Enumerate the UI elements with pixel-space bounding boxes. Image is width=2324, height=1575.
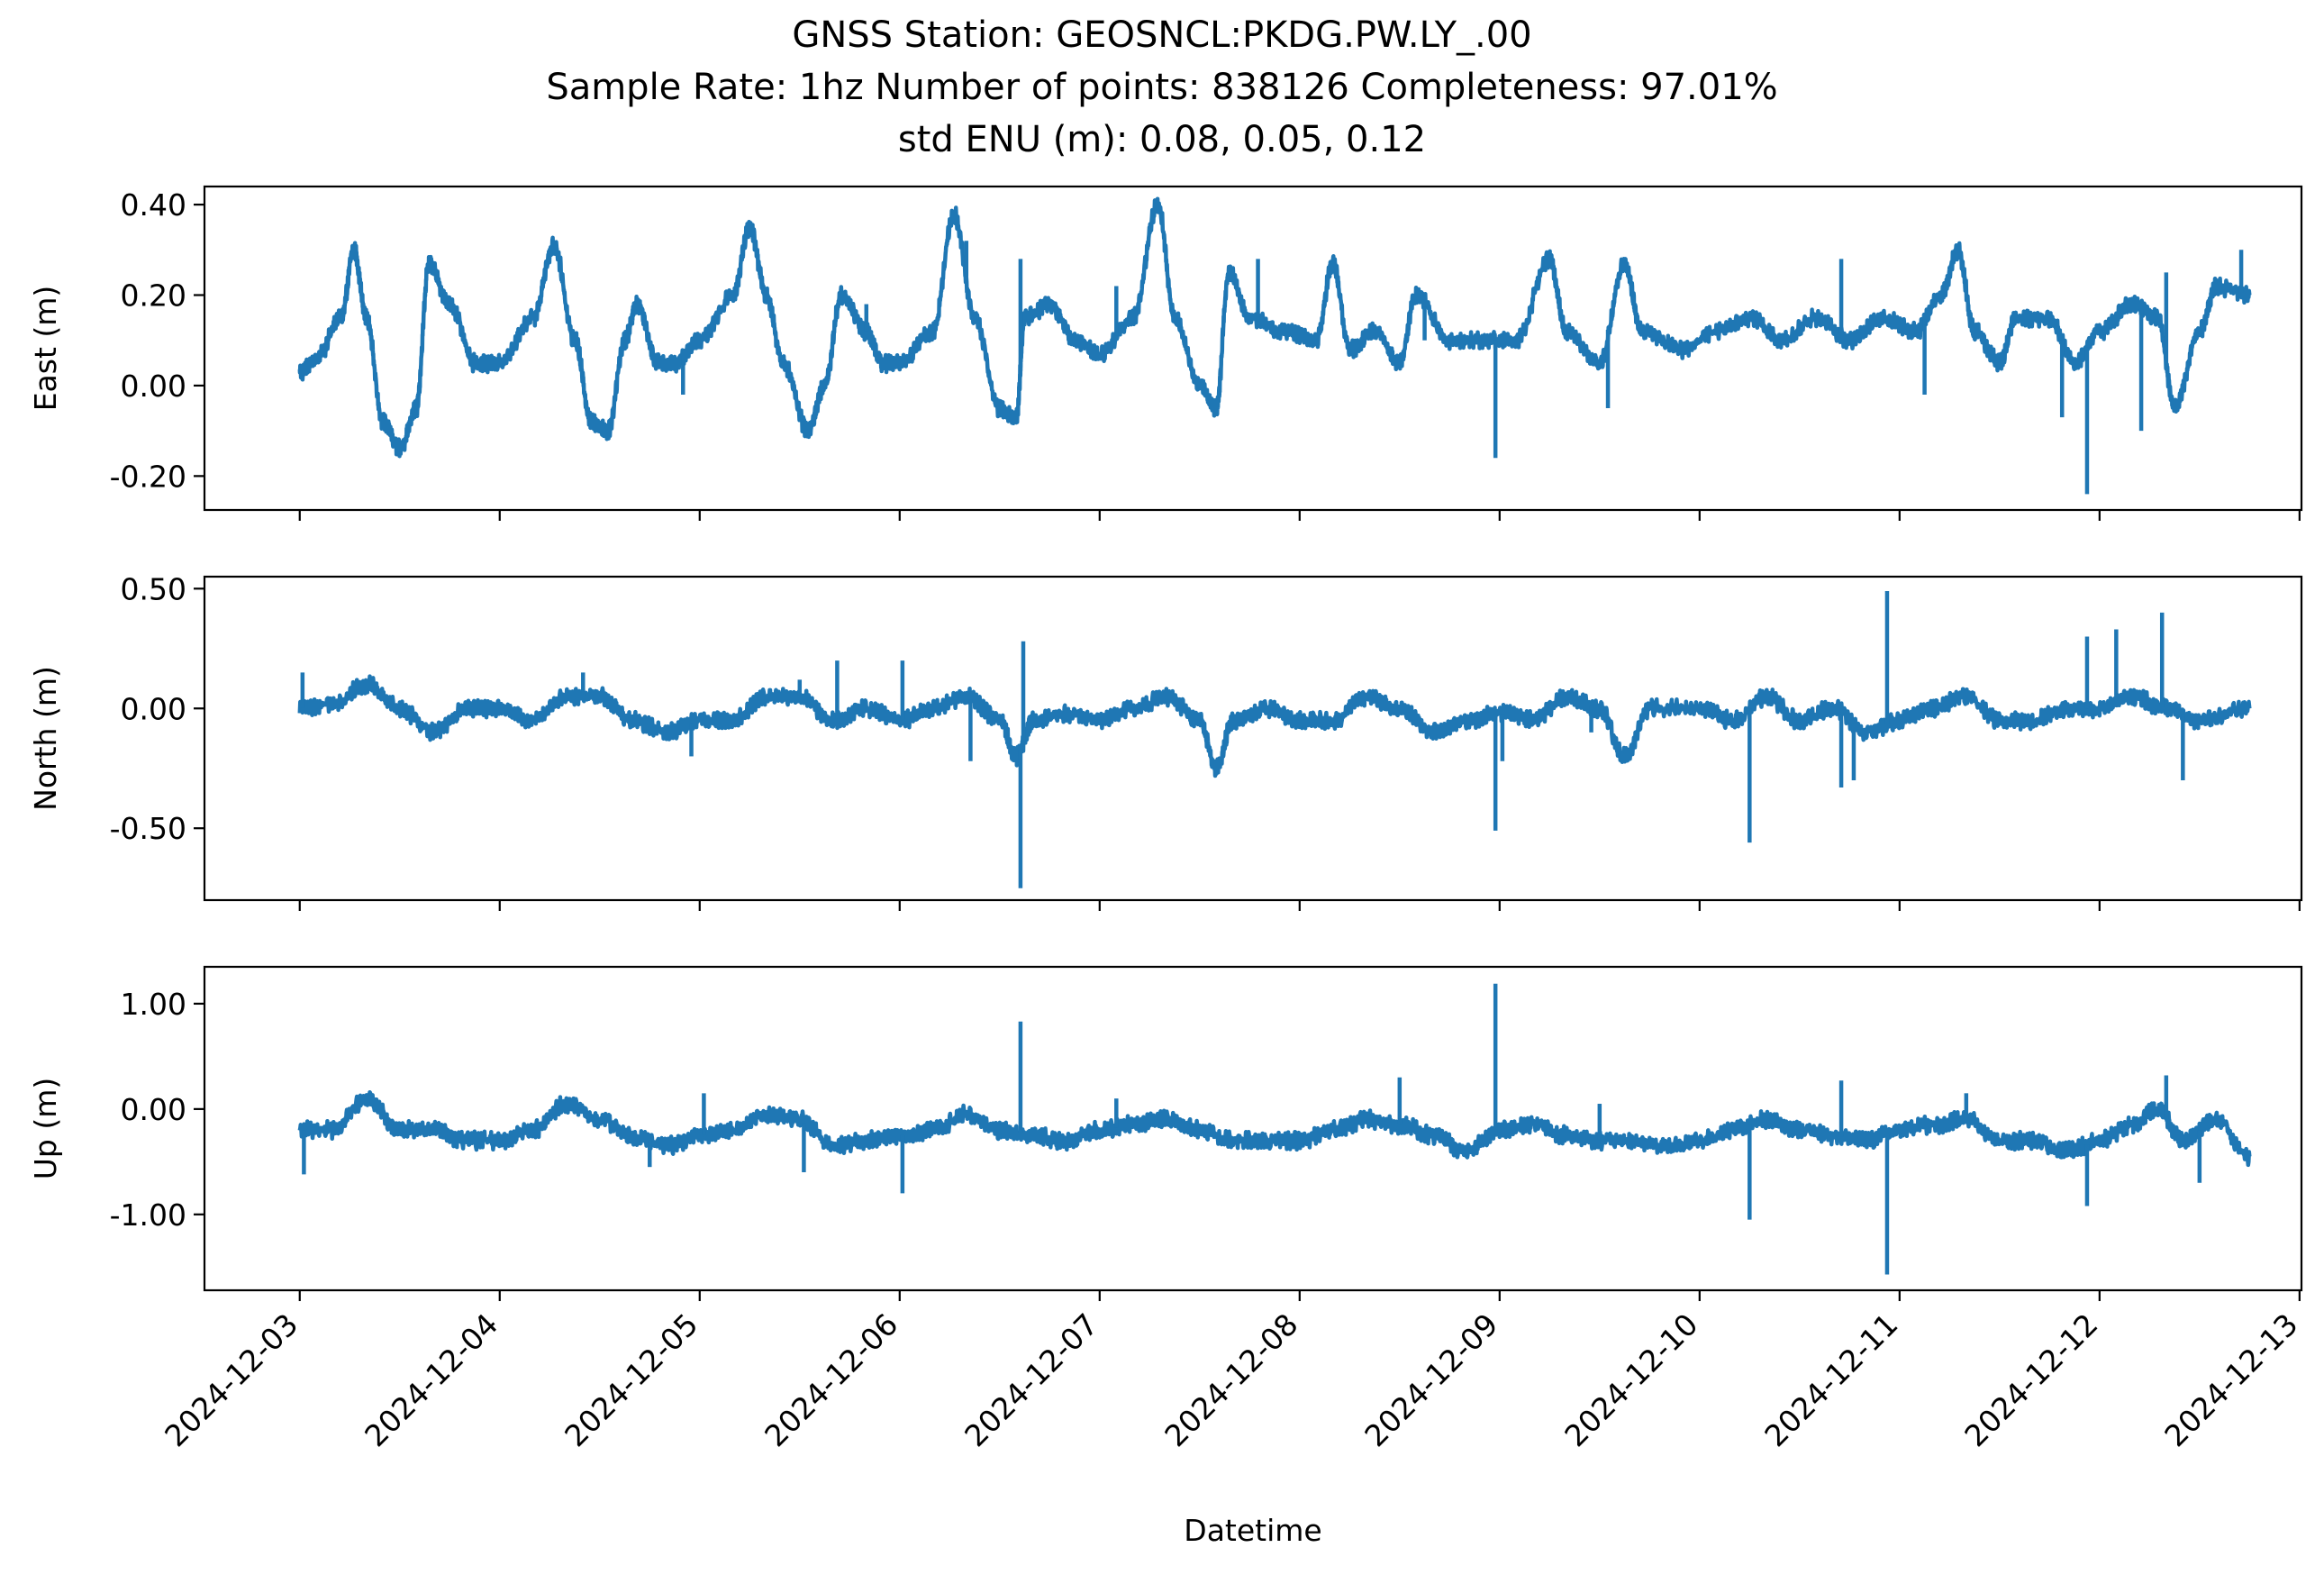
subplot-1: 0.40 0.20 0.00 -0.20 East (m) — [28, 185, 2303, 521]
title-line-1: GNSS Station: GEOSNCL:PKDG.PW.LY_.00 — [792, 14, 1531, 56]
y-tick-label: 0.00 — [121, 1092, 186, 1127]
y-axis-label: North (m) — [28, 666, 63, 811]
subplot-2: 0.50 0.00 -0.50 North (m) — [28, 571, 2303, 911]
y-axis-label: Up (m) — [28, 1078, 63, 1180]
plot-frame — [203, 965, 2303, 1292]
y-tick-label: -1.00 — [110, 1197, 186, 1233]
series-line — [297, 1089, 2252, 1168]
series-line — [297, 674, 2252, 778]
y-tick-label: -0.20 — [110, 459, 186, 494]
y-tick-label: 0.50 — [121, 571, 186, 606]
plot-frame — [203, 575, 2303, 902]
series-line — [297, 196, 2252, 459]
y-tick-label: 0.00 — [121, 691, 186, 726]
y-tick-label: 1.00 — [121, 987, 186, 1022]
title-line-3: std ENU (m): 0.08, 0.05, 0.12 — [898, 119, 1426, 160]
x-axis-label: Datetime — [1184, 1513, 1321, 1548]
figure-title: GNSS Station: GEOSNCL:PKDG.PW.LY_.00 Sam… — [546, 14, 1777, 160]
y-tick-label: 0.20 — [121, 278, 186, 314]
plot-frame — [203, 185, 2303, 512]
y-tick-label: 0.00 — [121, 369, 186, 404]
title-line-2: Sample Rate: 1hz Number of points: 83812… — [546, 67, 1777, 108]
y-axis-label: East (m) — [28, 286, 63, 412]
y-tick-label: -0.50 — [110, 811, 186, 846]
y-tick-label: 0.40 — [121, 187, 186, 223]
